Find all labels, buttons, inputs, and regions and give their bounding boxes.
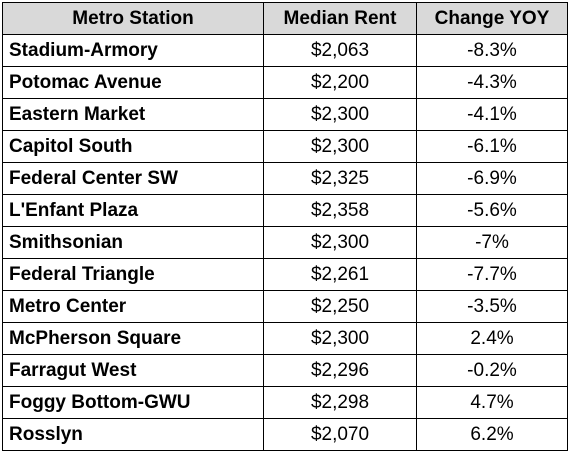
- change-yoy-cell: -3.5%: [416, 290, 568, 323]
- table-row: Rosslyn $2,070 6.2%: [2, 418, 568, 451]
- change-yoy-cell: -4.1%: [416, 98, 568, 131]
- change-yoy-cell: 4.7%: [416, 386, 568, 419]
- median-rent-cell: $2,250: [263, 290, 417, 323]
- median-rent-cell: $2,261: [263, 258, 417, 291]
- change-yoy-cell: -7.7%: [416, 258, 568, 291]
- median-rent-cell: $2,070: [263, 418, 417, 451]
- metro-rent-table: Metro Station Median Rent Change YOY Sta…: [2, 2, 568, 451]
- median-rent-cell: $2,300: [263, 226, 417, 259]
- median-rent-cell: $2,300: [263, 98, 417, 131]
- station-cell: McPherson Square: [2, 322, 264, 355]
- change-yoy-cell: -5.6%: [416, 194, 568, 227]
- change-yoy-cell: -4.3%: [416, 66, 568, 99]
- median-rent-cell: $2,063: [263, 34, 417, 67]
- change-yoy-cell: -0.2%: [416, 354, 568, 387]
- median-rent-cell: $2,300: [263, 322, 417, 355]
- station-cell: Capitol South: [2, 130, 264, 163]
- table-row: Federal Triangle $2,261 -7.7%: [2, 258, 568, 291]
- station-cell: L'Enfant Plaza: [2, 194, 264, 227]
- median-rent-cell: $2,298: [263, 386, 417, 419]
- table-row: Smithsonian $2,300 -7%: [2, 226, 568, 259]
- column-header-station: Metro Station: [2, 2, 264, 35]
- table-row: L'Enfant Plaza $2,358 -5.6%: [2, 194, 568, 227]
- station-cell: Federal Center SW: [2, 162, 264, 195]
- station-cell: Smithsonian: [2, 226, 264, 259]
- median-rent-cell: $2,358: [263, 194, 417, 227]
- station-cell: Metro Center: [2, 290, 264, 323]
- table-row: Federal Center SW $2,325 -6.9%: [2, 162, 568, 195]
- station-cell: Farragut West: [2, 354, 264, 387]
- station-cell: Foggy Bottom-GWU: [2, 386, 264, 419]
- column-header-median-rent: Median Rent: [263, 2, 417, 35]
- table-row: McPherson Square $2,300 2.4%: [2, 322, 568, 355]
- table-row: Stadium-Armory $2,063 -8.3%: [2, 34, 568, 67]
- change-yoy-cell: 6.2%: [416, 418, 568, 451]
- table-header-row: Metro Station Median Rent Change YOY: [2, 2, 568, 35]
- change-yoy-cell: -8.3%: [416, 34, 568, 67]
- column-header-change-yoy: Change YOY: [416, 2, 568, 35]
- table-row: Eastern Market $2,300 -4.1%: [2, 98, 568, 131]
- change-yoy-cell: -7%: [416, 226, 568, 259]
- table-row: Farragut West $2,296 -0.2%: [2, 354, 568, 387]
- median-rent-cell: $2,296: [263, 354, 417, 387]
- table-row: Foggy Bottom-GWU $2,298 4.7%: [2, 386, 568, 419]
- station-cell: Stadium-Armory: [2, 34, 264, 67]
- change-yoy-cell: -6.1%: [416, 130, 568, 163]
- median-rent-cell: $2,200: [263, 66, 417, 99]
- median-rent-cell: $2,325: [263, 162, 417, 195]
- table-row: Metro Center $2,250 -3.5%: [2, 290, 568, 323]
- median-rent-cell: $2,300: [263, 130, 417, 163]
- table-row: Potomac Avenue $2,200 -4.3%: [2, 66, 568, 99]
- change-yoy-cell: -6.9%: [416, 162, 568, 195]
- station-cell: Eastern Market: [2, 98, 264, 131]
- table-row: Capitol South $2,300 -6.1%: [2, 130, 568, 163]
- station-cell: Rosslyn: [2, 418, 264, 451]
- station-cell: Potomac Avenue: [2, 66, 264, 99]
- table-body: Stadium-Armory $2,063 -8.3% Potomac Avenue $…: [2, 34, 568, 451]
- station-cell: Federal Triangle: [2, 258, 264, 291]
- change-yoy-cell: 2.4%: [416, 322, 568, 355]
- rent-table-container: Metro Station Median Rent Change YOY Sta…: [2, 2, 568, 451]
